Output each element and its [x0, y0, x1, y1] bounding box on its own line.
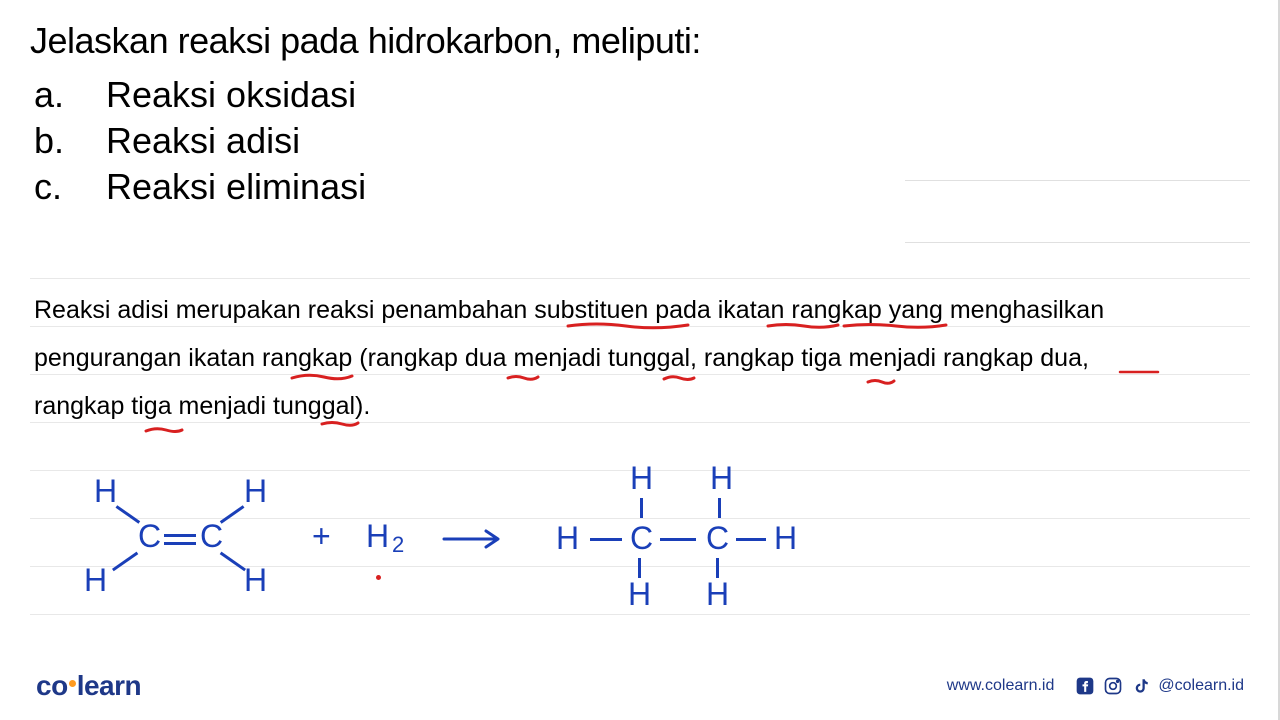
chem-bond — [220, 505, 244, 523]
content-area: Jelaskan reaksi pada hidrokarbon, melipu… — [0, 0, 1280, 208]
annotation-underline — [766, 320, 842, 332]
chem-double-bond — [164, 534, 196, 537]
social-handle[interactable]: @colearn.id — [1158, 677, 1244, 695]
explanation-line3: rangkap tiga menjadi tunggal). — [34, 382, 1234, 430]
chem-double-bond — [164, 542, 196, 545]
annotation-underline — [290, 370, 356, 384]
option-marker: b. — [34, 120, 106, 162]
chem-atom-c: C — [200, 518, 223, 555]
chem-bond — [736, 538, 766, 541]
footer-url[interactable]: www.colearn.id — [947, 677, 1055, 695]
chem-atom-c: C — [630, 520, 653, 557]
explanation-text: Reaksi adisi merupakan reaksi penambahan… — [34, 286, 1234, 430]
chem-plus: + — [312, 518, 331, 555]
annotation-underline — [662, 372, 698, 384]
chem-atom-h: H — [556, 520, 579, 557]
chem-atom-h: H — [630, 460, 653, 497]
option-a: a. Reaksi oksidasi — [34, 74, 1250, 116]
option-list: a. Reaksi oksidasi b. Reaksi adisi c. Re… — [34, 74, 1250, 208]
chem-atom-h: H — [244, 562, 267, 599]
chem-bond — [718, 498, 721, 518]
chem-bond — [116, 505, 140, 523]
option-text: Reaksi adisi — [106, 120, 300, 162]
chem-h2-h: H — [366, 518, 389, 555]
chem-atom-c: C — [138, 518, 161, 555]
logo-learn: learn — [77, 670, 141, 701]
logo-dot-icon — [69, 680, 76, 687]
tiktok-icon[interactable] — [1130, 675, 1152, 697]
chem-atom-h: H — [774, 520, 797, 557]
chem-atom-h: H — [628, 576, 651, 613]
chem-bond — [590, 538, 622, 541]
chem-atom-h: H — [706, 576, 729, 613]
logo-co: co — [36, 670, 68, 701]
footer: colearn www.colearn.id @colearn.id — [0, 670, 1280, 702]
chem-atom-h: H — [84, 562, 107, 599]
chem-atom-h: H — [710, 460, 733, 497]
option-text: Reaksi eliminasi — [106, 166, 366, 208]
facebook-icon[interactable] — [1074, 675, 1096, 697]
option-c: c. Reaksi eliminasi — [34, 166, 1250, 208]
option-b: b. Reaksi adisi — [34, 120, 1250, 162]
option-marker: c. — [34, 166, 106, 208]
annotation-underline — [866, 376, 898, 388]
footer-right: www.colearn.id @colearn.id — [947, 675, 1244, 697]
chem-bond — [640, 498, 643, 518]
annotation-underline — [566, 320, 694, 334]
annotation-underline — [842, 320, 950, 332]
chem-bond — [638, 558, 641, 578]
instagram-icon[interactable] — [1102, 675, 1124, 697]
rule-line — [30, 614, 1250, 615]
colearn-logo: colearn — [36, 670, 141, 702]
rule-line — [30, 278, 1250, 279]
chem-bond — [716, 558, 719, 578]
annotation-underline — [144, 424, 186, 436]
chem-atom-c: C — [706, 520, 729, 557]
social-icons: @colearn.id — [1074, 675, 1244, 697]
chem-bond — [112, 552, 138, 571]
rule-line-short — [905, 180, 1250, 181]
rule-line-short — [905, 242, 1250, 243]
chem-arrow-icon — [440, 526, 510, 552]
explanation-line2: pengurangan ikatan rangkap (rangkap dua … — [34, 334, 1234, 382]
question-title: Jelaskan reaksi pada hidrokarbon, melipu… — [30, 20, 1250, 62]
annotation-underline — [320, 418, 362, 430]
option-marker: a. — [34, 74, 106, 116]
annotation-dot — [376, 575, 381, 580]
annotation-underline — [506, 372, 542, 384]
chem-atom-h: H — [244, 473, 267, 510]
option-text: Reaksi oksidasi — [106, 74, 356, 116]
chem-bond — [660, 538, 696, 541]
chem-h2-sub: 2 — [392, 532, 404, 558]
annotation-underline — [1118, 368, 1162, 376]
chem-atom-h: H — [94, 473, 117, 510]
chem-bond — [220, 552, 246, 571]
